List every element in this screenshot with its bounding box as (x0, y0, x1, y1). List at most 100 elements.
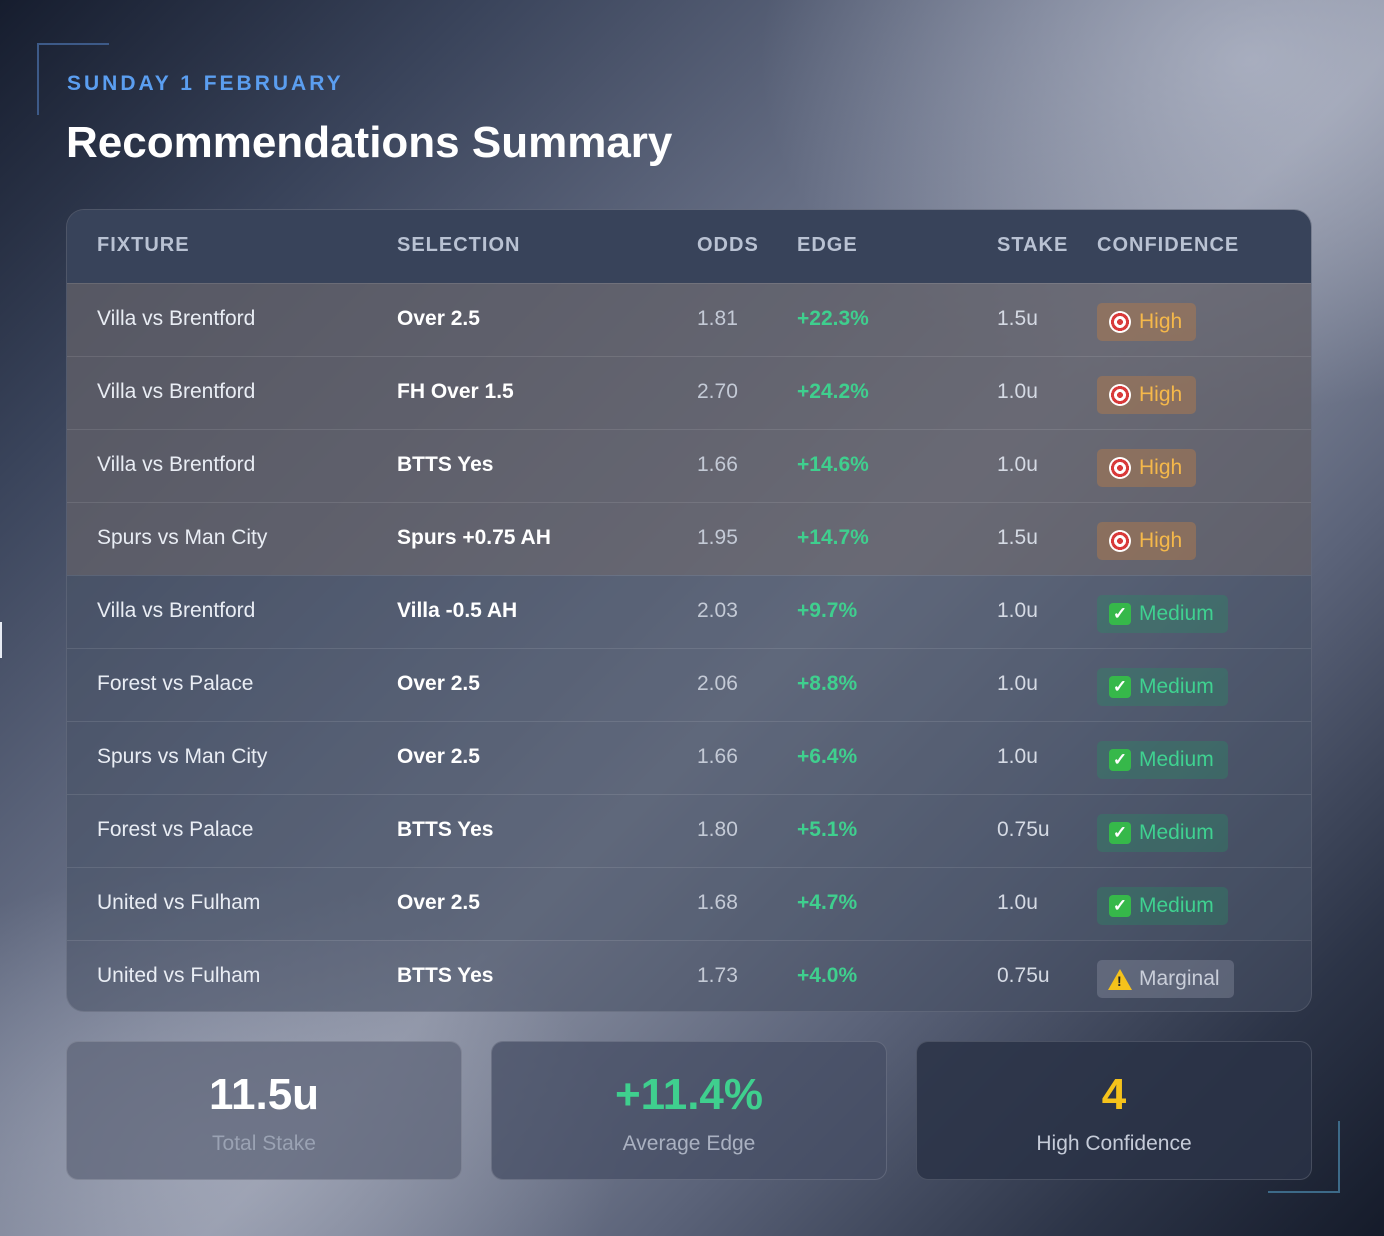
selection-cell: BTTS Yes (397, 964, 494, 987)
confidence-badge: High (1097, 449, 1197, 487)
check-icon: ✓ (1109, 895, 1131, 917)
recommendations-table: FIXTURE SELECTION ODDS EDGE STAKE CONFID… (66, 209, 1312, 1012)
confidence-badge: ✓ Medium (1097, 668, 1228, 706)
table-row: Forest vs Palace BTTS Yes 1.80 +5.1% 0.75u ✓ M… (67, 794, 1311, 867)
edge-cell: +5.1% (797, 818, 858, 841)
fixture-cell: Forest vs Palace (97, 818, 254, 841)
high-confidence-card: 4 High Confidence (916, 1041, 1312, 1180)
fixture-cell: Spurs vs Man City (97, 526, 268, 549)
confidence-label: High (1139, 529, 1183, 552)
fixture-cell: Villa vs Brentford (97, 599, 256, 622)
stake-cell: 1.0u (997, 380, 1038, 403)
confidence-badge: High (1097, 522, 1197, 560)
column-header-selection: SELECTION (397, 234, 521, 256)
column-header-confidence: CONFIDENCE (1097, 234, 1240, 256)
column-header-stake: STAKE (997, 234, 1069, 256)
total-stake-card: 11.5u Total Stake (66, 1041, 462, 1180)
edge-cell: +4.7% (797, 891, 858, 914)
column-header-edge: EDGE (797, 234, 858, 256)
average-edge-value: +11.4% (614, 1070, 764, 1119)
odds-cell: 1.66 (697, 453, 738, 476)
table-row: Forest vs Palace Over 2.5 2.06 +8.8% 1.0u ✓ Me… (67, 648, 1311, 721)
stake-cell: 1.0u (997, 672, 1038, 695)
confidence-label: High (1139, 310, 1183, 333)
stake-cell: 1.0u (997, 599, 1038, 622)
odds-cell: 1.81 (697, 307, 738, 330)
stake-cell: 1.5u (997, 307, 1038, 330)
confidence-badge: High (1097, 376, 1197, 414)
high-confidence-value: 4 (1101, 1070, 1127, 1119)
stake-cell: 1.0u (997, 891, 1038, 914)
edge-cell: +22.3% (797, 307, 869, 330)
corner-bracket-bottom-right (1268, 1121, 1340, 1193)
date-label: SUNDAY 1 FEBRUARY (67, 72, 344, 95)
check-icon: ✓ (1109, 749, 1131, 771)
table-row: Villa vs Brentford BTTS Yes 1.66 +14.6% 1.0u… (67, 429, 1311, 502)
selection-cell: Over 2.5 (397, 745, 480, 768)
high-confidence-label: High Confidence (1036, 1132, 1192, 1155)
page-title: Recommendations Summary (66, 118, 673, 167)
average-edge-card: +11.4% Average Edge (491, 1041, 887, 1180)
table-header: FIXTURE SELECTION ODDS EDGE STAKE CONFID… (67, 210, 1311, 283)
selection-cell: BTTS Yes (397, 453, 494, 476)
confidence-badge: ✓ Medium (1097, 887, 1228, 925)
confidence-badge: ✓ Medium (1097, 814, 1228, 852)
odds-cell: 1.68 (697, 891, 738, 914)
selection-cell: FH Over 1.5 (397, 380, 514, 403)
corner-bracket-top-left (37, 43, 109, 115)
target-icon (1109, 530, 1131, 552)
average-edge-label: Average Edge (622, 1132, 756, 1155)
column-header-fixture: FIXTURE (97, 234, 190, 256)
odds-cell: 1.95 (697, 526, 738, 549)
odds-cell: 1.73 (697, 964, 738, 987)
confidence-label: Medium (1139, 675, 1214, 698)
table-row: Villa vs Brentford Over 2.5 1.81 +22.3% 1.5u… (67, 283, 1311, 356)
confidence-label: High (1139, 383, 1183, 406)
fixture-cell: United vs Fulham (97, 964, 261, 987)
confidence-label: Marginal (1139, 967, 1220, 990)
selection-cell: BTTS Yes (397, 818, 494, 841)
confidence-badge: High (1097, 303, 1197, 341)
target-icon (1109, 311, 1131, 333)
column-header-odds: ODDS (697, 234, 759, 256)
check-icon: ✓ (1109, 676, 1131, 698)
table-row: Villa vs Brentford Villa -0.5 AH 2.03 +9.7%… (67, 575, 1311, 648)
check-icon: ✓ (1109, 603, 1131, 625)
total-stake-label: Total Stake (212, 1132, 316, 1155)
confidence-badge: ✓ Medium (1097, 741, 1228, 779)
odds-cell: 2.06 (697, 672, 738, 695)
stake-cell: 1.0u (997, 453, 1038, 476)
warning-icon: ! (1108, 968, 1132, 990)
table-row: Villa vs Brentford FH Over 1.5 2.70 +24.2% 1… (67, 356, 1311, 429)
fixture-cell: Villa vs Brentford (97, 307, 256, 330)
confidence-label: High (1139, 456, 1183, 479)
table-row: United vs Fulham Over 2.5 1.68 +4.7% 1.0u ✓ Me… (67, 867, 1311, 940)
fixture-cell: Spurs vs Man City (97, 745, 268, 768)
edge-cell: +8.8% (797, 672, 858, 695)
fixture-cell: Villa vs Brentford (97, 453, 256, 476)
edge-marker (0, 622, 2, 658)
target-icon (1109, 384, 1131, 406)
edge-cell: +14.7% (797, 526, 869, 549)
stake-cell: 1.5u (997, 526, 1038, 549)
stake-cell: 0.75u (997, 818, 1050, 841)
odds-cell: 2.70 (697, 380, 738, 403)
total-stake-value: 11.5u (208, 1070, 320, 1119)
confidence-label: Medium (1139, 602, 1214, 625)
confidence-label: Medium (1139, 821, 1214, 844)
edge-cell: +6.4% (797, 745, 858, 768)
selection-cell: Over 2.5 (397, 307, 480, 330)
confidence-badge: ! Marginal (1097, 960, 1234, 998)
edge-cell: +9.7% (797, 599, 858, 622)
odds-cell: 1.66 (697, 745, 738, 768)
odds-cell: 2.03 (697, 599, 738, 622)
selection-cell: Villa -0.5 AH (397, 599, 518, 622)
confidence-badge: ✓ Medium (1097, 595, 1228, 633)
edge-cell: +14.6% (797, 453, 869, 476)
fixture-cell: United vs Fulham (97, 891, 261, 914)
confidence-label: Medium (1139, 748, 1214, 771)
stake-cell: 0.75u (997, 964, 1050, 987)
confidence-label: Medium (1139, 894, 1214, 917)
edge-cell: +4.0% (797, 964, 858, 987)
stake-cell: 1.0u (997, 745, 1038, 768)
